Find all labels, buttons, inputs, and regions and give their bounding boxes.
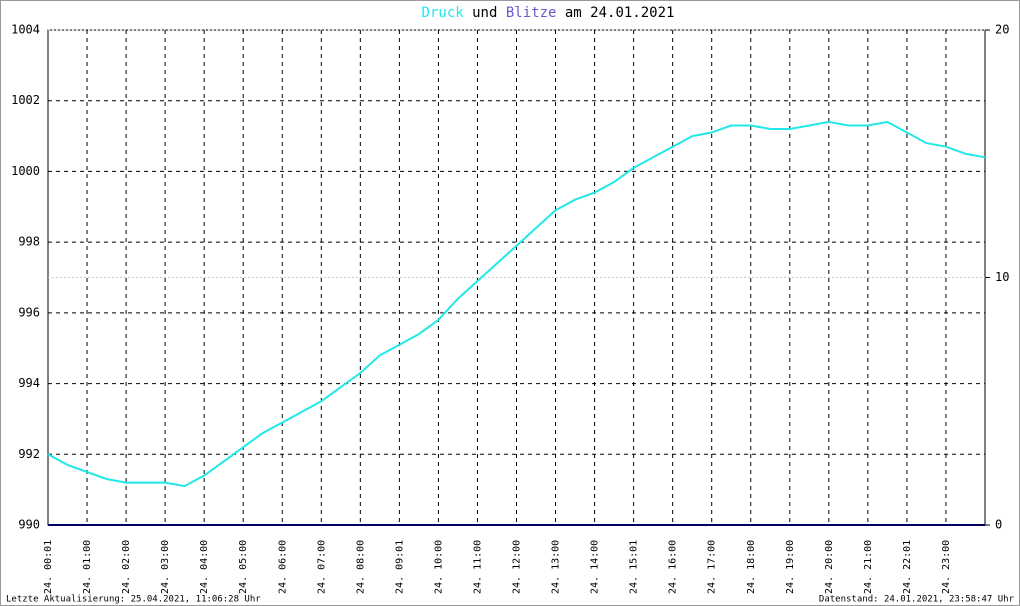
x-tick-label: 24. 14:00 [590, 540, 601, 594]
x-tick-label: 24. 03:00 [160, 540, 171, 594]
y-tick-label: 994 [18, 376, 40, 390]
x-tick-label: 24. 02:00 [121, 540, 132, 594]
title-blitze: Blitze [506, 5, 557, 21]
x-tick-label: 24. 21:00 [863, 540, 874, 594]
x-tick-label: 24. 18:00 [746, 540, 757, 594]
footer-right: Datenstand: 24.01.2021, 23:58:47 Uhr [819, 595, 1015, 605]
chart-title: Druck und Blitze am 24.01.2021 [422, 5, 675, 21]
y-tick-label: 992 [18, 447, 40, 461]
x-tick-label: 24. 10:00 [433, 540, 444, 594]
y-tick-label: 996 [18, 305, 40, 319]
y-tick-label: 1000 [11, 164, 40, 178]
footer-left: Letzte Aktualisierung: 25.04.2021, 11:06… [6, 595, 261, 605]
x-tick-label: 24. 06:00 [277, 540, 288, 594]
x-tick-label: 24. 00:01 [43, 540, 54, 594]
x-tick-label: 24. 19:00 [785, 540, 796, 594]
title-druck: Druck [422, 5, 465, 21]
y2-tick-label: 0 [995, 518, 1002, 532]
x-tick-label: 24. 15:01 [629, 540, 640, 594]
y-tick-label: 998 [18, 235, 40, 249]
x-tick-label: 24. 16:00 [668, 540, 679, 594]
x-tick-label: 24. 20:00 [824, 540, 835, 594]
x-tick-label: 24. 11:00 [472, 540, 483, 594]
x-tick-label: 24. 12:00 [512, 540, 523, 594]
x-tick-label: 24. 17:00 [707, 540, 718, 594]
x-tick-label: 24. 05:00 [238, 540, 249, 594]
x-tick-label: 24. 01:00 [82, 540, 93, 594]
y-tick-label: 990 [18, 518, 40, 532]
title-part: am 24.01.2021 [565, 5, 675, 21]
y-tick-label: 1004 [11, 23, 40, 37]
y-tick-label: 1002 [11, 93, 40, 107]
x-tick-label: 24. 22:01 [902, 540, 913, 594]
x-tick-label: 24. 08:00 [355, 540, 366, 594]
series-line [47, 120, 986, 488]
x-tick-label: 24. 13:00 [551, 540, 562, 594]
title-part: und [472, 5, 497, 21]
x-tick-label: 24. 04:00 [199, 540, 210, 594]
y2-tick-label: 10 [995, 270, 1009, 284]
x-tick-label: 24. 09:01 [394, 540, 405, 594]
x-tick-label: 24. 07:00 [316, 540, 327, 594]
y2-tick-label: 20 [995, 23, 1009, 37]
x-tick-label: 24. 23:00 [941, 540, 952, 594]
